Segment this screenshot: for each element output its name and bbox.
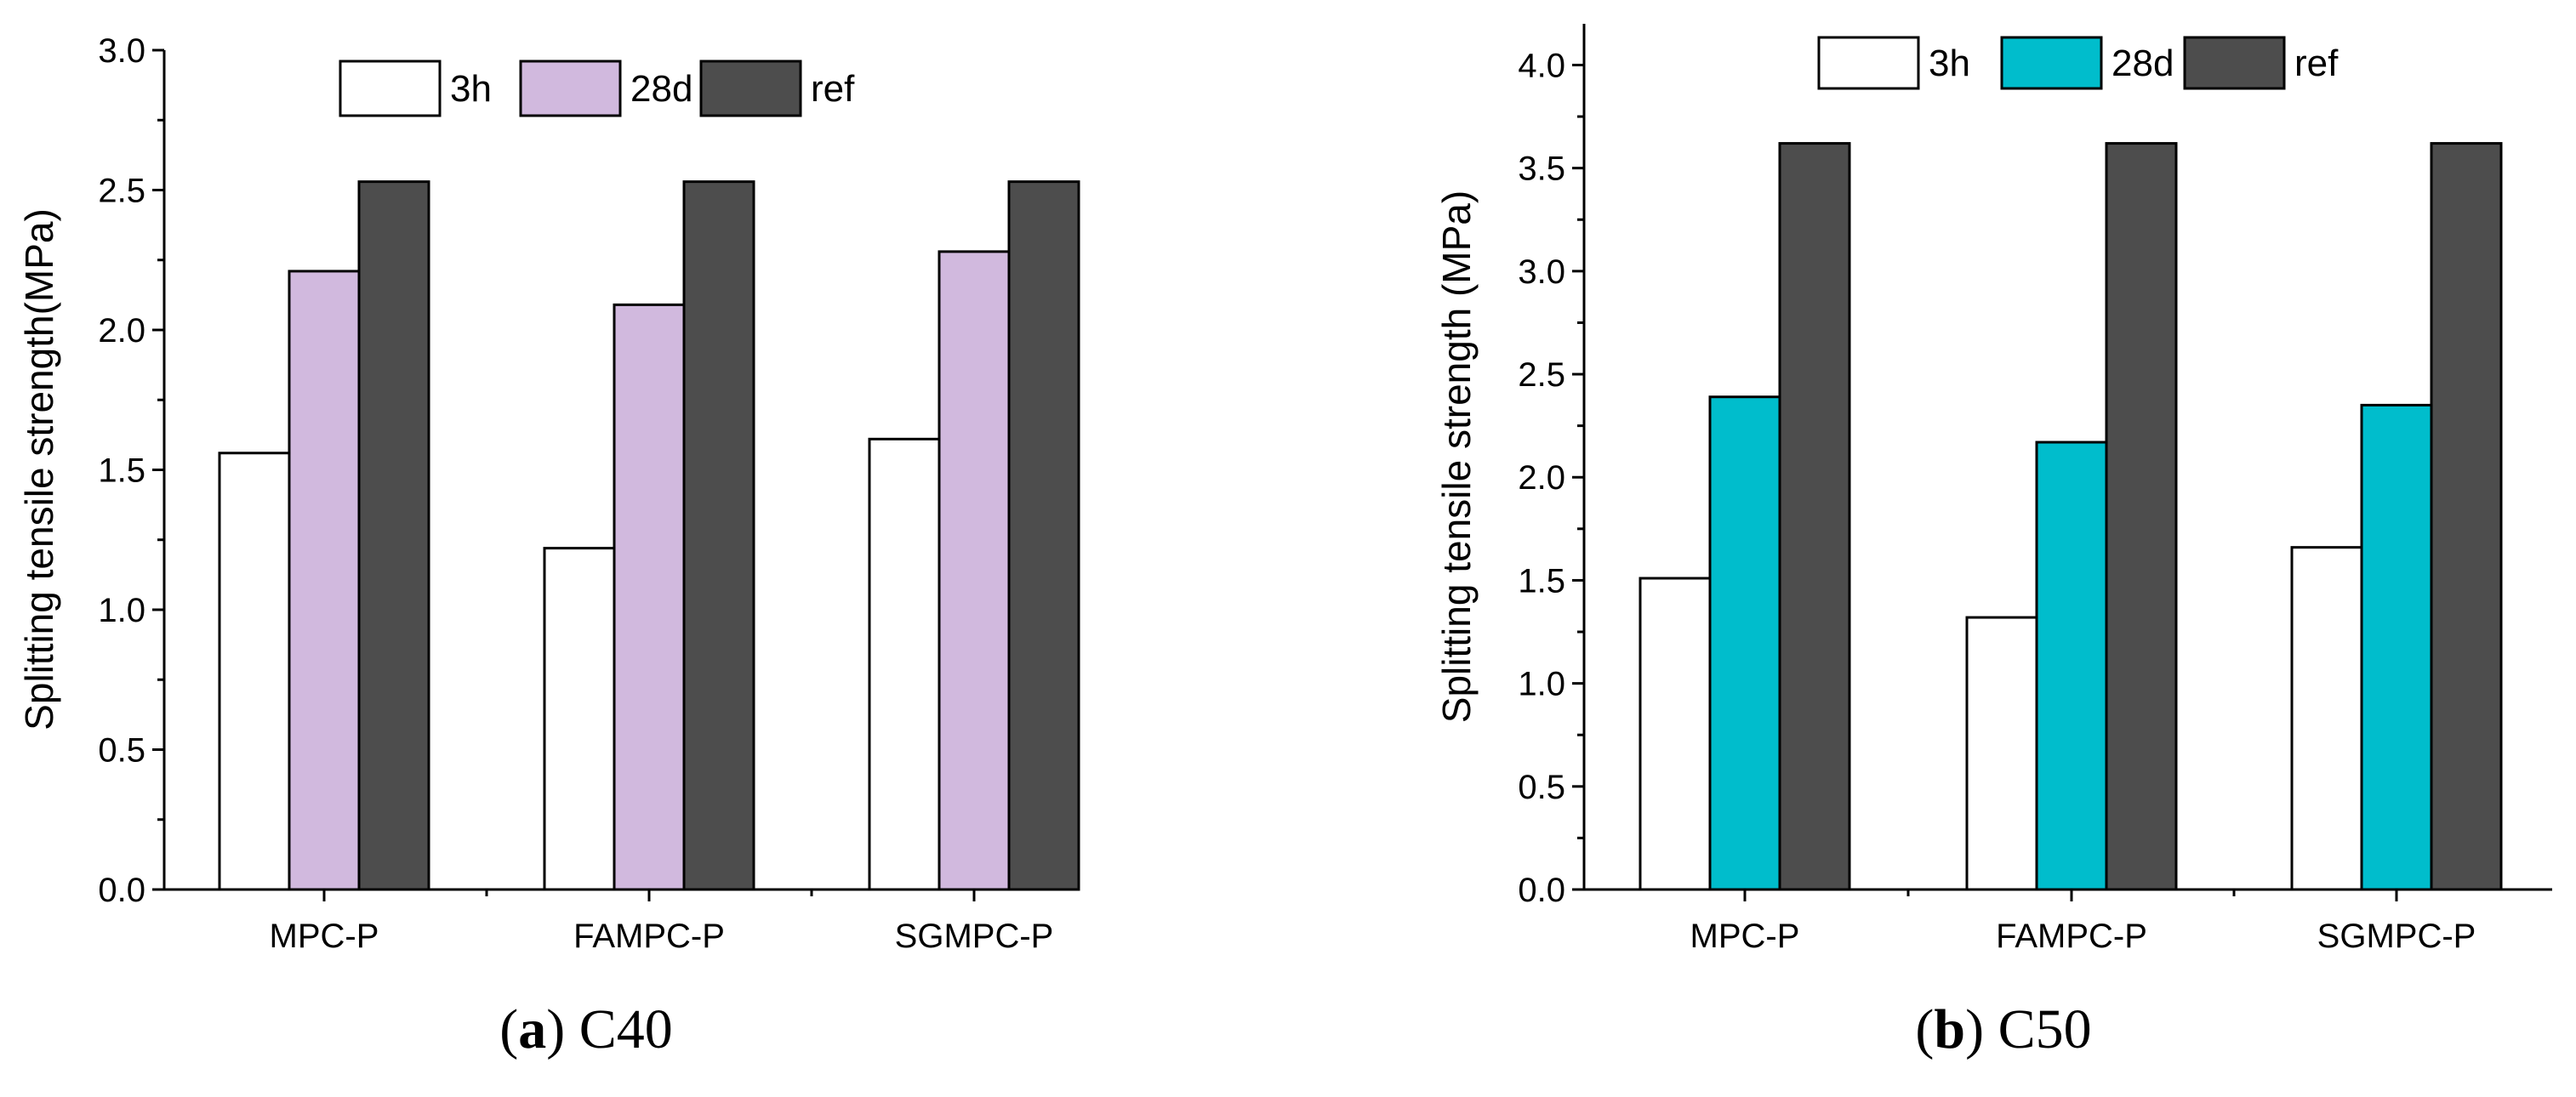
y-tick-label: 2.5 (98, 173, 145, 210)
caption-text: C50 (1998, 998, 2092, 1060)
x-tick-label-sgmpc-p: SGMPC-P (2317, 918, 2476, 955)
legend-swatch-28d (2000, 36, 2103, 90)
bar-28d-sgmpc-p (2360, 403, 2433, 891)
caption-paren-close: ) (1965, 998, 1998, 1060)
caption-text: C40 (579, 998, 673, 1060)
legend-swatch-ref (699, 60, 802, 117)
y-tick-label: 1.5 (98, 452, 145, 490)
legend-swatch-3h (1817, 36, 1920, 90)
bar-3h-sgmpc-p (868, 437, 941, 891)
bar-28d-sgmpc-p (938, 250, 1011, 891)
y-axis-label: Splitting tensile strength(MPa) (17, 208, 61, 730)
panel-caption: (b) C50 (1915, 998, 2091, 1060)
caption-paren-close: ) (546, 998, 578, 1060)
legend-swatch-3h (339, 60, 442, 117)
x-tick-label-mpc-p: MPC-P (270, 918, 379, 955)
bar-28d-fampc-p (2035, 441, 2108, 891)
y-tick-label: 2.0 (98, 312, 145, 350)
y-tick-label: 2.0 (1518, 459, 1565, 497)
y-tick-label: 0.0 (98, 872, 145, 909)
bar-3h-sgmpc-p (2290, 546, 2363, 891)
y-tick-label: 3.5 (1518, 151, 1565, 188)
y-tick-label: 0.5 (98, 732, 145, 770)
chart-panel-b: 0.0 0.5 1.0 1.5 2.0 2.5 3.0 3.5 4.0 MPC-P FAMPC-P S… (1434, 24, 2552, 1060)
y-tick-label: 4.0 (1518, 47, 1565, 84)
x-tick-label-sgmpc-p: SGMPC-P (895, 918, 1054, 955)
bar-3h-fampc-p (1965, 616, 2038, 891)
y-axis-label: Splitting tensile strength (MPa) (1434, 190, 1479, 723)
y-tick-label: 0.5 (1518, 769, 1565, 806)
bar-28d-mpc-p (1708, 395, 1781, 891)
legend-label-28d: 28d (2112, 43, 2174, 84)
legend-label-28d: 28d (630, 68, 692, 110)
panel-caption: (a) C40 (499, 998, 673, 1060)
legend-label-ref: ref (2294, 43, 2339, 84)
y-tick-label: 3.0 (98, 32, 145, 70)
bar-ref-mpc-p (357, 180, 430, 891)
legend-label-3h: 3h (450, 68, 492, 110)
bar-ref-fampc-p (2105, 142, 2178, 891)
y-tick-label: 1.0 (1518, 666, 1565, 703)
y-tick-label: 1.0 (98, 592, 145, 629)
y-tick-label: 1.5 (1518, 562, 1565, 600)
caption-paren-open: ( (1915, 998, 1934, 1060)
legend: 3h 28d ref (1817, 36, 2339, 90)
x-tick-label-fampc-p: FAMPC-P (573, 918, 725, 955)
legend-swatch-ref (2183, 36, 2286, 90)
x-tick-label-mpc-p: MPC-P (1690, 918, 1800, 955)
bar-ref-sgmpc-p (2430, 142, 2503, 891)
bar-3h-fampc-p (543, 547, 616, 891)
legend-swatch-28d (519, 60, 622, 117)
bar-ref-sgmpc-p (1007, 180, 1080, 891)
legend-label-3h: 3h (1929, 43, 1970, 84)
y-tick-label: 3.0 (1518, 253, 1565, 291)
caption-paren-open: ( (499, 998, 518, 1060)
bar-3h-mpc-p (218, 452, 291, 891)
x-tick-label-fampc-p: FAMPC-P (1996, 918, 2147, 955)
bar-ref-mpc-p (1778, 142, 1851, 891)
bar-3h-mpc-p (1638, 577, 1712, 891)
legend-label-ref: ref (811, 68, 855, 110)
bar-28d-fampc-p (613, 303, 686, 891)
chart-panel-a: 0.0 0.5 1.0 1.5 2.0 2.5 3.0 MPC-P FAMPC-P SGMPC-P… (17, 32, 1080, 1060)
bar-ref-fampc-p (682, 180, 755, 891)
bar-28d-mpc-p (288, 270, 361, 891)
caption-letter: a (518, 998, 546, 1060)
caption-letter: b (1934, 998, 1965, 1060)
y-tick-label: 2.5 (1518, 356, 1565, 394)
legend: 3h 28d ref (339, 60, 855, 117)
y-tick-label: 0.0 (1518, 872, 1565, 909)
